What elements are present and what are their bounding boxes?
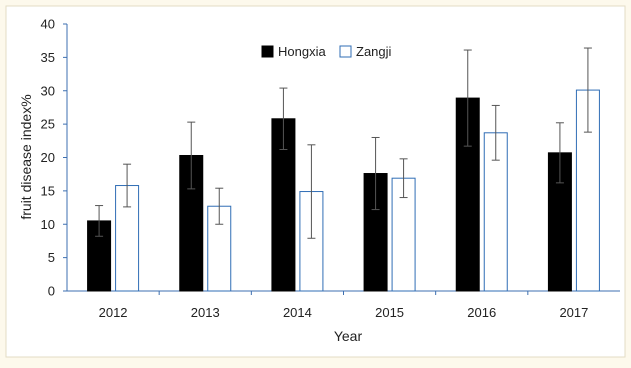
y-tick-label: 0 <box>48 284 55 299</box>
y-tick-label: 25 <box>41 117 55 132</box>
y-tick-label: 30 <box>41 83 55 98</box>
legend: Hongxia Zangji <box>261 44 392 59</box>
x-tick-label: 2013 <box>191 305 220 320</box>
y-tick-label: 40 <box>41 17 55 32</box>
x-tick-label: 2015 <box>375 305 404 320</box>
x-tick-label: 2014 <box>283 305 312 320</box>
y-tick-label: 35 <box>41 50 55 65</box>
legend-swatch-hongxia <box>261 45 274 58</box>
legend-swatch-zangji <box>339 45 352 58</box>
plot-area: 0 5 10 15 20 25 30 35 40 2012 2013 2014 2015 2016 2017 <box>41 17 620 320</box>
y-tick-label: 15 <box>41 183 55 198</box>
x-tick-label: 2017 <box>559 305 588 320</box>
y-tick-label: 5 <box>48 250 55 265</box>
y-axis-label: fruit disease index% <box>18 94 34 219</box>
legend-label-zangji: Zangji <box>356 44 392 59</box>
y-tick-label: 10 <box>41 217 55 232</box>
x-tick-label: 2012 <box>99 305 128 320</box>
x-axis-label: Year <box>334 328 363 344</box>
legend-label-hongxia: Hongxia <box>278 44 326 59</box>
x-tick-label: 2016 <box>467 305 496 320</box>
y-tick-label: 20 <box>41 150 55 165</box>
